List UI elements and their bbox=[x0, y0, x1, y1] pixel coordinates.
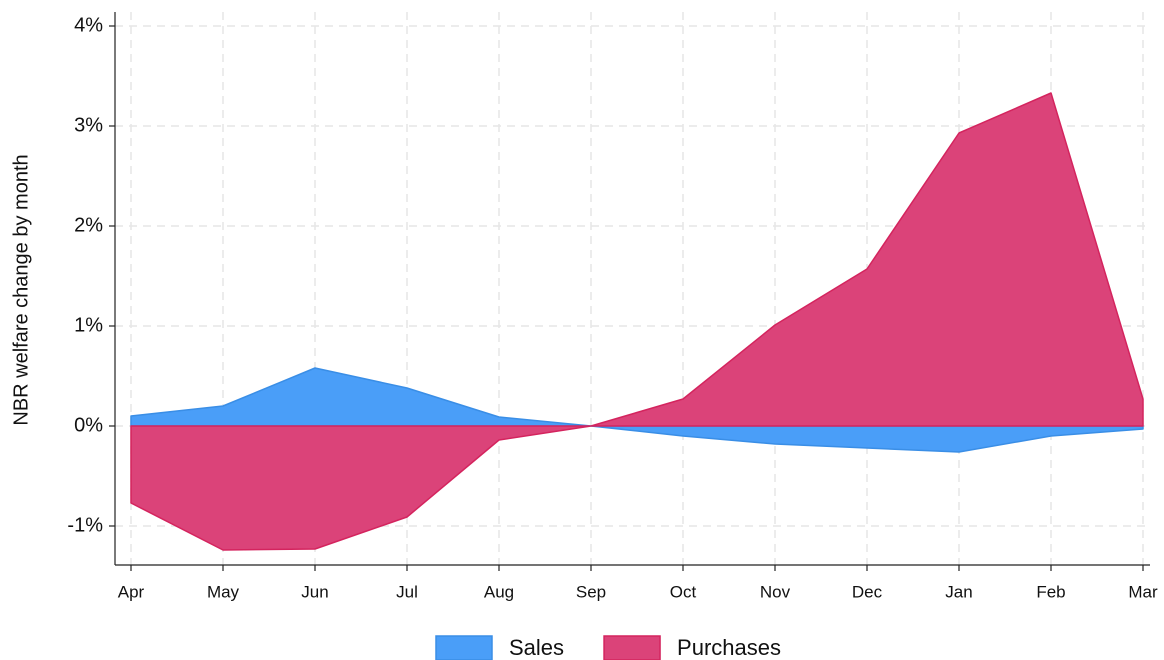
x-tick-label: Jan bbox=[945, 582, 972, 601]
y-tick-label: 0% bbox=[74, 414, 103, 436]
x-tick-label: Aug bbox=[484, 582, 514, 601]
x-tick-label: Jun bbox=[301, 582, 328, 601]
y-tick-label: 4% bbox=[74, 14, 103, 36]
area bbox=[130, 367, 1144, 453]
legend-swatch bbox=[435, 635, 493, 660]
y-tick-label: 2% bbox=[74, 214, 103, 236]
y-axis-title: NBR welfare change by month bbox=[10, 154, 32, 425]
x-tick-label: Dec bbox=[852, 582, 883, 601]
x-tick-label: Jul bbox=[396, 582, 418, 601]
legend-label: Purchases bbox=[677, 635, 781, 660]
y-tick-label: -1% bbox=[67, 514, 103, 536]
legend-label: Sales bbox=[509, 635, 564, 660]
y-tick-label: 1% bbox=[74, 314, 103, 336]
x-tick-label: Sep bbox=[576, 582, 606, 601]
x-tick-label: May bbox=[207, 582, 240, 601]
x-tick-label: Oct bbox=[670, 582, 697, 601]
area bbox=[130, 92, 1144, 551]
legend-swatch bbox=[603, 635, 661, 660]
x-tick-label: Apr bbox=[118, 582, 145, 601]
x-tick-label: Nov bbox=[760, 582, 791, 601]
y-tick-label: 3% bbox=[74, 114, 103, 136]
x-tick-label: Mar bbox=[1128, 582, 1158, 601]
x-tick-label: Feb bbox=[1036, 582, 1065, 601]
